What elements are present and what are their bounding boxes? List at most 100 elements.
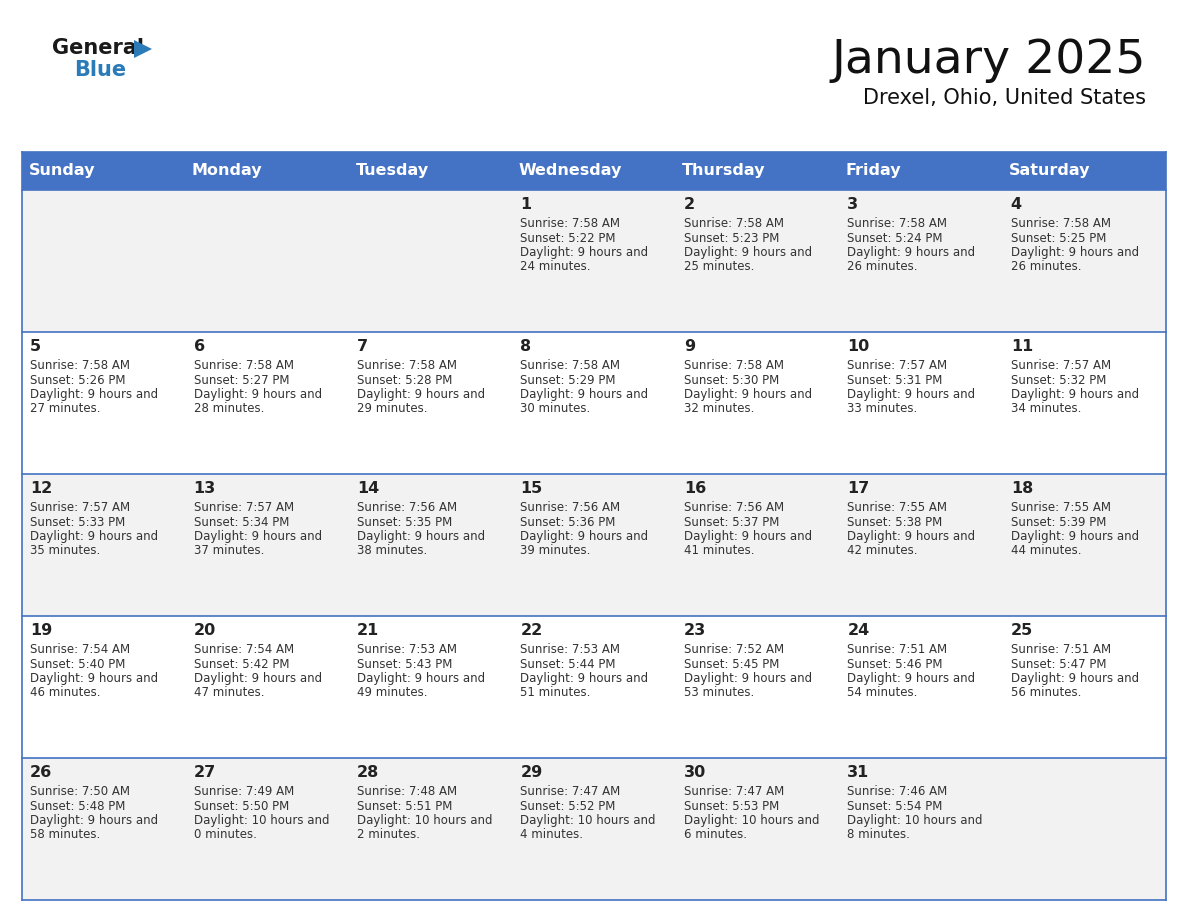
Text: Thursday: Thursday <box>682 163 766 178</box>
Text: Daylight: 9 hours and: Daylight: 9 hours and <box>194 672 322 685</box>
Text: Sunset: 5:29 PM: Sunset: 5:29 PM <box>520 374 615 386</box>
Text: Sunday: Sunday <box>29 163 95 178</box>
Text: 3: 3 <box>847 197 859 212</box>
Text: Daylight: 9 hours and: Daylight: 9 hours and <box>847 530 975 543</box>
Text: Daylight: 9 hours and: Daylight: 9 hours and <box>684 672 813 685</box>
Text: 8 minutes.: 8 minutes. <box>847 829 910 842</box>
Text: Sunset: 5:43 PM: Sunset: 5:43 PM <box>358 657 453 670</box>
Text: 29 minutes.: 29 minutes. <box>358 402 428 416</box>
Text: Daylight: 9 hours and: Daylight: 9 hours and <box>194 388 322 401</box>
Text: General: General <box>52 38 144 58</box>
Text: Sunrise: 7:58 AM: Sunrise: 7:58 AM <box>1011 217 1111 230</box>
Text: Sunrise: 7:58 AM: Sunrise: 7:58 AM <box>684 217 784 230</box>
Text: 34 minutes.: 34 minutes. <box>1011 402 1081 416</box>
Text: 46 minutes.: 46 minutes. <box>30 687 101 700</box>
Text: 0 minutes.: 0 minutes. <box>194 829 257 842</box>
Text: Sunset: 5:36 PM: Sunset: 5:36 PM <box>520 516 615 529</box>
Text: 4 minutes.: 4 minutes. <box>520 829 583 842</box>
Text: 26 minutes.: 26 minutes. <box>1011 261 1081 274</box>
Text: Daylight: 9 hours and: Daylight: 9 hours and <box>358 672 485 685</box>
Text: Sunset: 5:37 PM: Sunset: 5:37 PM <box>684 516 779 529</box>
Text: Daylight: 9 hours and: Daylight: 9 hours and <box>1011 672 1139 685</box>
Text: Sunset: 5:54 PM: Sunset: 5:54 PM <box>847 800 943 812</box>
Text: Daylight: 9 hours and: Daylight: 9 hours and <box>1011 246 1139 259</box>
Text: 33 minutes.: 33 minutes. <box>847 402 917 416</box>
Text: Sunrise: 7:58 AM: Sunrise: 7:58 AM <box>847 217 947 230</box>
Text: Daylight: 9 hours and: Daylight: 9 hours and <box>30 672 158 685</box>
Text: 28: 28 <box>358 765 379 780</box>
Text: 26 minutes.: 26 minutes. <box>847 261 918 274</box>
Text: Sunrise: 7:47 AM: Sunrise: 7:47 AM <box>520 785 620 798</box>
Text: 39 minutes.: 39 minutes. <box>520 544 590 557</box>
Text: Sunrise: 7:58 AM: Sunrise: 7:58 AM <box>520 217 620 230</box>
Text: 23: 23 <box>684 623 706 638</box>
Text: 25: 25 <box>1011 623 1034 638</box>
Text: Sunset: 5:47 PM: Sunset: 5:47 PM <box>1011 657 1106 670</box>
Text: Daylight: 9 hours and: Daylight: 9 hours and <box>358 388 485 401</box>
Text: Sunset: 5:25 PM: Sunset: 5:25 PM <box>1011 231 1106 244</box>
Text: 41 minutes.: 41 minutes. <box>684 544 754 557</box>
Bar <box>23 152 1165 190</box>
Text: Sunrise: 7:47 AM: Sunrise: 7:47 AM <box>684 785 784 798</box>
Text: Sunset: 5:44 PM: Sunset: 5:44 PM <box>520 657 615 670</box>
Text: Sunrise: 7:55 AM: Sunrise: 7:55 AM <box>1011 501 1111 514</box>
Text: Saturday: Saturday <box>1009 163 1091 178</box>
Text: 21: 21 <box>358 623 379 638</box>
Text: 38 minutes.: 38 minutes. <box>358 544 428 557</box>
Text: Daylight: 9 hours and: Daylight: 9 hours and <box>847 672 975 685</box>
Bar <box>23 616 1165 758</box>
Text: 15: 15 <box>520 481 543 496</box>
Text: Wednesday: Wednesday <box>519 163 623 178</box>
Text: Daylight: 10 hours and: Daylight: 10 hours and <box>358 814 493 827</box>
Text: Daylight: 9 hours and: Daylight: 9 hours and <box>520 530 649 543</box>
Text: Sunrise: 7:50 AM: Sunrise: 7:50 AM <box>30 785 131 798</box>
Text: Sunrise: 7:46 AM: Sunrise: 7:46 AM <box>847 785 948 798</box>
Text: 54 minutes.: 54 minutes. <box>847 687 917 700</box>
Text: Daylight: 9 hours and: Daylight: 9 hours and <box>520 388 649 401</box>
Text: 32 minutes.: 32 minutes. <box>684 402 754 416</box>
Text: 37 minutes.: 37 minutes. <box>194 544 264 557</box>
Text: 18: 18 <box>1011 481 1034 496</box>
Text: 6 minutes.: 6 minutes. <box>684 829 747 842</box>
Text: 27 minutes.: 27 minutes. <box>30 402 101 416</box>
Text: 7: 7 <box>358 339 368 354</box>
Text: 2: 2 <box>684 197 695 212</box>
Text: Sunset: 5:39 PM: Sunset: 5:39 PM <box>1011 516 1106 529</box>
Text: 27: 27 <box>194 765 216 780</box>
Text: Sunset: 5:35 PM: Sunset: 5:35 PM <box>358 516 453 529</box>
Text: Sunset: 5:27 PM: Sunset: 5:27 PM <box>194 374 289 386</box>
Text: 12: 12 <box>30 481 52 496</box>
Text: 53 minutes.: 53 minutes. <box>684 687 754 700</box>
Text: 30: 30 <box>684 765 706 780</box>
Text: Daylight: 9 hours and: Daylight: 9 hours and <box>520 246 649 259</box>
Text: 29: 29 <box>520 765 543 780</box>
Text: 30 minutes.: 30 minutes. <box>520 402 590 416</box>
Text: 24: 24 <box>847 623 870 638</box>
Text: Sunset: 5:24 PM: Sunset: 5:24 PM <box>847 231 943 244</box>
Text: Sunrise: 7:56 AM: Sunrise: 7:56 AM <box>684 501 784 514</box>
Text: Daylight: 9 hours and: Daylight: 9 hours and <box>684 246 813 259</box>
Text: Daylight: 10 hours and: Daylight: 10 hours and <box>520 814 656 827</box>
Text: Sunset: 5:32 PM: Sunset: 5:32 PM <box>1011 374 1106 386</box>
Text: Sunrise: 7:53 AM: Sunrise: 7:53 AM <box>358 643 457 656</box>
Text: Daylight: 9 hours and: Daylight: 9 hours and <box>30 530 158 543</box>
Text: Sunset: 5:33 PM: Sunset: 5:33 PM <box>30 516 126 529</box>
Text: Sunrise: 7:58 AM: Sunrise: 7:58 AM <box>684 359 784 372</box>
Text: 17: 17 <box>847 481 870 496</box>
Text: Daylight: 9 hours and: Daylight: 9 hours and <box>358 530 485 543</box>
Text: 47 minutes.: 47 minutes. <box>194 687 264 700</box>
Text: Sunrise: 7:57 AM: Sunrise: 7:57 AM <box>1011 359 1111 372</box>
Text: Sunrise: 7:54 AM: Sunrise: 7:54 AM <box>194 643 293 656</box>
Bar <box>23 190 1165 332</box>
Text: 14: 14 <box>358 481 379 496</box>
Text: 35 minutes.: 35 minutes. <box>30 544 101 557</box>
Text: Sunrise: 7:55 AM: Sunrise: 7:55 AM <box>847 501 947 514</box>
Text: Sunset: 5:31 PM: Sunset: 5:31 PM <box>847 374 943 386</box>
Text: 58 minutes.: 58 minutes. <box>30 829 101 842</box>
Text: Daylight: 9 hours and: Daylight: 9 hours and <box>847 388 975 401</box>
Text: Monday: Monday <box>192 163 263 178</box>
Text: Sunset: 5:51 PM: Sunset: 5:51 PM <box>358 800 453 812</box>
Text: 13: 13 <box>194 481 216 496</box>
Text: 24 minutes.: 24 minutes. <box>520 261 590 274</box>
Text: Sunrise: 7:58 AM: Sunrise: 7:58 AM <box>194 359 293 372</box>
